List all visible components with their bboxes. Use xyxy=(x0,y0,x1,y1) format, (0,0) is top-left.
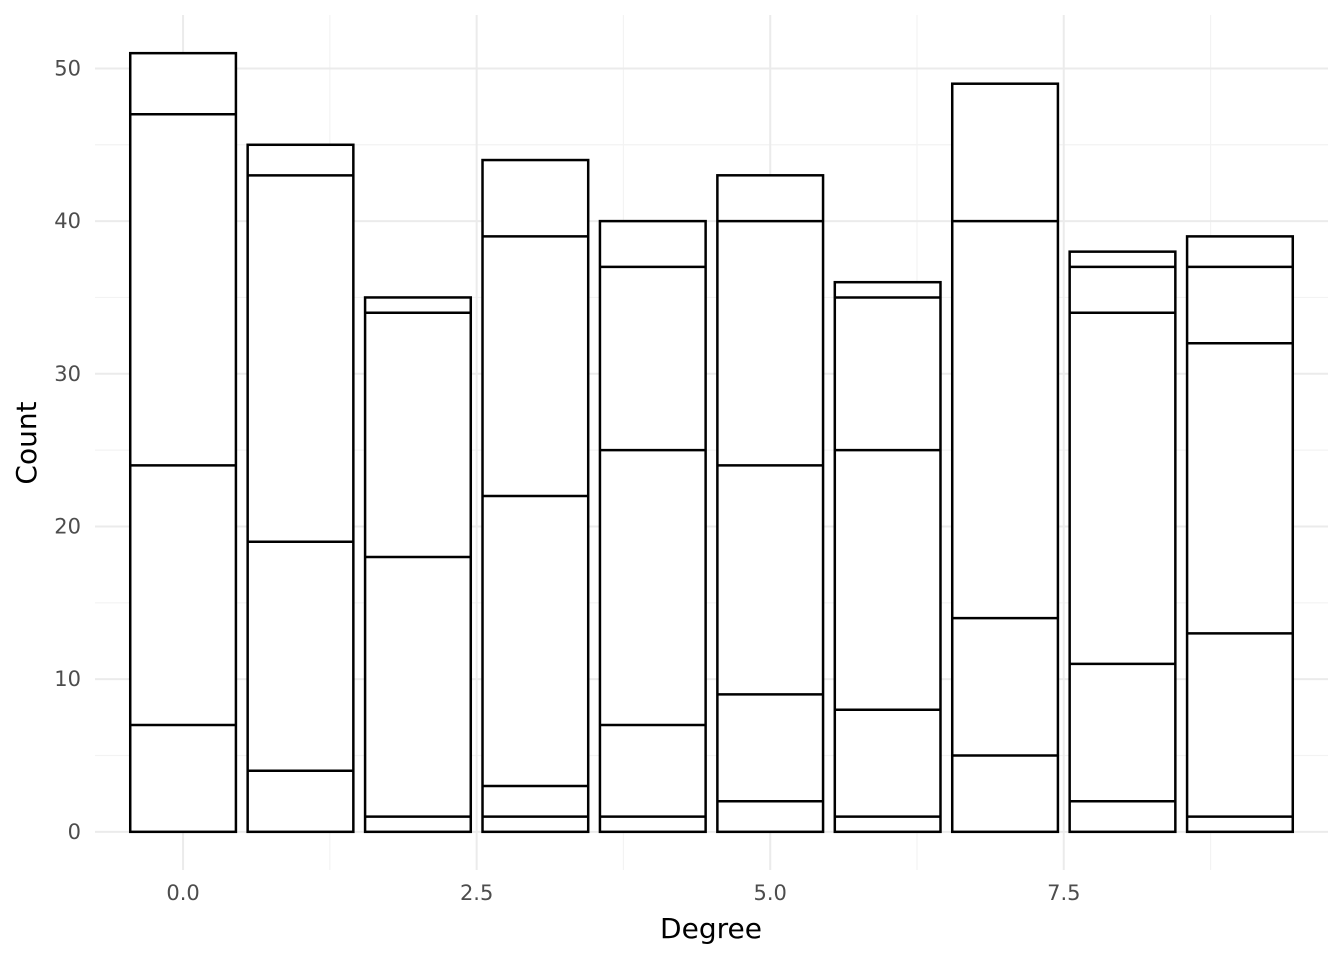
bar-5 xyxy=(716,174,825,834)
x-axis-title: Degree xyxy=(660,912,762,945)
x-tick-label-1: 2.5 xyxy=(460,881,493,905)
bar-group-8 xyxy=(1068,250,1177,834)
y-tick-label-0: 0 xyxy=(68,820,81,844)
bar-group-2 xyxy=(363,296,473,834)
x-tick-label-3: 7.5 xyxy=(1047,881,1080,905)
bar-7 xyxy=(950,82,1060,834)
bar-group-7 xyxy=(950,82,1060,834)
y-tick-label-5: 50 xyxy=(54,56,81,80)
y-tick-label-3: 30 xyxy=(54,362,81,386)
bar-group-5 xyxy=(716,174,825,834)
bar-0 xyxy=(128,51,238,834)
bar-group-1 xyxy=(246,143,355,834)
bar-group-6 xyxy=(833,280,942,834)
y-tick-labels: 0 10 20 30 40 50 xyxy=(54,56,81,843)
x-tick-label-0: 0.0 xyxy=(166,881,199,905)
y-tick-label-2: 20 xyxy=(54,514,81,538)
bar-group-4 xyxy=(598,219,707,834)
y-tick-label-1: 10 xyxy=(54,667,81,691)
bar-9 xyxy=(1185,235,1295,834)
y-tick-label-4: 40 xyxy=(54,209,81,233)
y-axis-title: Count xyxy=(10,401,43,484)
bar-4 xyxy=(598,219,707,834)
bar-group-9 xyxy=(1185,235,1295,834)
bar-group-0 xyxy=(128,51,238,834)
bar-1 xyxy=(246,143,355,834)
x-tick-label-2: 5.0 xyxy=(754,881,787,905)
bars xyxy=(128,51,1295,834)
bar-8 xyxy=(1068,250,1177,834)
bar-2 xyxy=(363,296,473,834)
bar-6 xyxy=(833,280,942,834)
x-tick-labels: 0.0 2.5 5.0 7.5 xyxy=(166,881,1080,905)
bar-group-3 xyxy=(481,158,590,834)
